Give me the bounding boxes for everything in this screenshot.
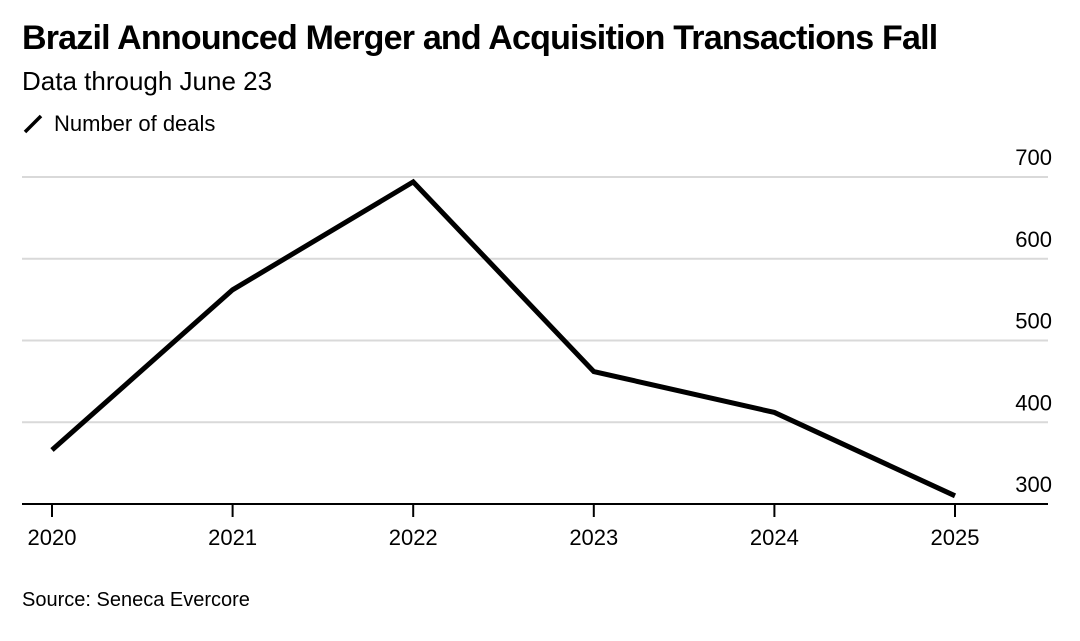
chart-title: Brazil Announced Merger and Acquisition … [22, 19, 938, 57]
y-tick-label-700: 700 [1015, 145, 1052, 170]
x-tick-label-2023: 2023 [569, 525, 618, 550]
data-point-2024 [774, 412, 775, 413]
x-tick-label-2020: 2020 [28, 525, 77, 550]
legend-label: Number of deals [54, 111, 216, 136]
data-point-2025 [955, 495, 956, 496]
series-line-0 [50, 178, 957, 499]
y-tick-label-600: 600 [1015, 227, 1052, 252]
x-tick-label-2021: 2021 [208, 525, 257, 550]
y-tick-label-400: 400 [1015, 390, 1052, 415]
y-tick-label-300: 300 [1015, 472, 1052, 497]
legend-line-icon [23, 114, 43, 134]
data-point-2023 [593, 371, 594, 372]
source-note: Source: Seneca Evercore [22, 589, 250, 611]
x-tick-label-2024: 2024 [750, 525, 799, 550]
y-tick-label-500: 500 [1015, 309, 1052, 334]
legend: Number of deals [22, 110, 215, 138]
x-tick-label-2022: 2022 [389, 525, 438, 550]
data-point-2022 [413, 181, 414, 182]
chart-subtitle: Data through June 23 [22, 66, 273, 96]
data-point-2021 [232, 289, 233, 290]
x-tick-label-2025: 2025 [931, 525, 980, 550]
data-point-2020 [52, 450, 53, 451]
